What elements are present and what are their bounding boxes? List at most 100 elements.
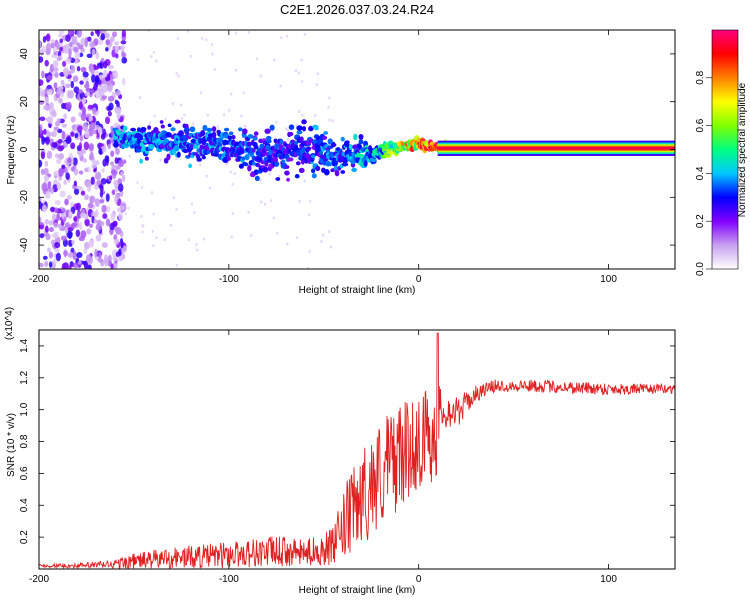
snr-xtick-label: 0 [416, 574, 422, 585]
noise-cell [66, 252, 73, 258]
noise-cell [120, 171, 124, 177]
noise-cell [175, 208, 178, 212]
noise-cell [47, 247, 51, 253]
signal-cell [201, 155, 206, 160]
signal-cell [206, 127, 213, 132]
noise-cell [48, 251, 54, 259]
noise-cell [88, 115, 93, 122]
noise-cell [96, 179, 101, 186]
signal-cell [265, 135, 272, 141]
signal-cell [290, 139, 295, 144]
noise-cell [51, 213, 56, 222]
noise-cell [100, 133, 106, 140]
signal-cell [264, 160, 269, 167]
spectrogram-ytick-label: -40 [19, 237, 30, 252]
noise-cell [50, 187, 54, 195]
colorbar-label: Normalized spectral amplitude [737, 82, 748, 217]
noise-cell [108, 102, 114, 111]
noise-cell [198, 163, 202, 167]
noise-cell [43, 105, 50, 111]
noise-cell [205, 174, 208, 178]
noise-cell [75, 202, 81, 211]
noise-cell [297, 110, 301, 114]
noise-cell [59, 190, 66, 198]
noise-cell [83, 76, 89, 82]
noise-cell [327, 105, 330, 109]
noise-cell [109, 222, 115, 231]
noise-cell [87, 264, 92, 269]
noise-cell [42, 36, 47, 43]
signal-cell [363, 140, 369, 147]
noise-cell [136, 57, 139, 61]
signal-cell [298, 167, 305, 174]
noise-cell [233, 172, 236, 176]
noise-cell [39, 126, 42, 135]
signal-cell [315, 165, 321, 172]
noise-cell [242, 91, 245, 95]
noise-cell [235, 68, 238, 72]
noise-cell [308, 249, 311, 253]
noise-cell [53, 67, 59, 72]
noise-cell [83, 158, 87, 163]
noise-cell [70, 80, 75, 89]
noise-cell [211, 52, 214, 56]
noise-cell [50, 42, 55, 49]
noise-cell [73, 46, 79, 53]
snr-ticks: -200 -100 0 100 0.2 0.4 0.6 0.8 1.0 1.2 1.4 [19, 330, 675, 585]
noise-cell [94, 209, 99, 218]
noise-cell [101, 241, 108, 248]
noise-cell [46, 150, 53, 159]
noise-cell [280, 36, 283, 40]
noise-cell [202, 237, 206, 241]
signal-cell [259, 143, 265, 150]
noise-cell [107, 143, 111, 150]
noise-cell [69, 41, 73, 47]
colorbar-tick-label: 0.2 [695, 214, 706, 228]
noise-cell [148, 121, 151, 125]
noise-cell [82, 71, 89, 78]
noise-cell [72, 75, 79, 83]
noise-cell [39, 262, 44, 268]
colorbar-tick-label: 0.8 [695, 70, 706, 84]
signal-cell [242, 133, 247, 138]
noise-cell [62, 67, 70, 76]
spectrogram-ytick-label: 0 [19, 146, 30, 152]
noise-cell [259, 74, 262, 78]
signal-cell [196, 157, 202, 162]
noise-cell [328, 118, 331, 122]
noise-cell [316, 72, 319, 76]
noise-cell [320, 239, 323, 243]
signal-cell [178, 130, 184, 137]
noise-cell [54, 199, 61, 206]
noise-cell [112, 45, 116, 51]
noise-cell [100, 178, 107, 185]
noise-cell [105, 39, 110, 46]
signal-cell [192, 144, 199, 149]
signal-cell [308, 138, 314, 143]
noise-cell [79, 222, 83, 231]
snr-xtick-label: 100 [600, 574, 617, 585]
snr-ytick-label: 1.0 [19, 402, 30, 416]
noise-cell [58, 97, 63, 104]
noise-cell [99, 185, 104, 192]
signal-cell [327, 138, 333, 145]
noise-cell [186, 30, 190, 33]
noise-cell [230, 92, 233, 96]
noise-cell [63, 44, 69, 54]
noise-cell [201, 36, 204, 40]
noise-cell [57, 138, 63, 144]
noise-cell [189, 54, 193, 58]
snr-ytick-label: 1.4 [19, 339, 30, 353]
noise-cell [113, 122, 120, 128]
signal-cell [321, 135, 328, 140]
snr-panel: -200 -100 0 100 0.2 0.4 0.6 0.8 1.0 1.2 1.4 Height… [4, 307, 676, 596]
signal-cell [231, 134, 236, 140]
noise-cell [39, 224, 45, 229]
colorbar-gradient [712, 30, 738, 269]
noise-cell [110, 263, 114, 269]
snr-ylabel: SNR (10 * v/v) [6, 413, 17, 477]
noise-cell [297, 71, 300, 75]
snr-xtick-label: -100 [219, 574, 239, 585]
